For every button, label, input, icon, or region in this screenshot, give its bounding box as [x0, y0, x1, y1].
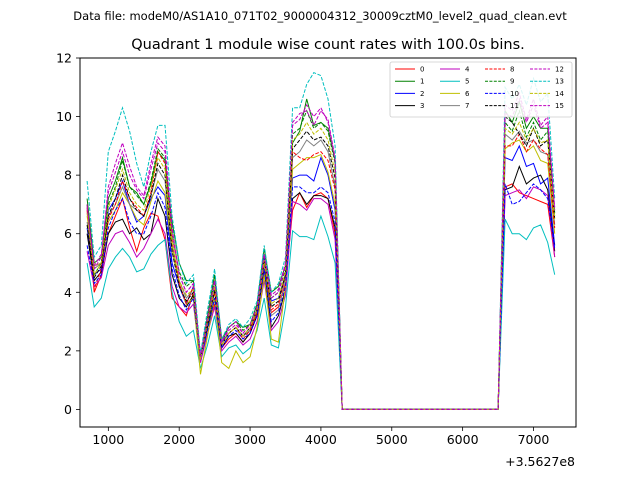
plot-area — [80, 58, 576, 427]
file-suptitle: Data file: modeM0/AS1A10_071T02_90000043… — [73, 9, 567, 23]
y-tick-label: 8 — [64, 168, 72, 183]
y-tick-label: 4 — [64, 285, 72, 300]
series-line-8 — [86, 132, 556, 410]
x-tick-label: 6000 — [447, 432, 479, 447]
x-tick-label: 4000 — [305, 432, 337, 447]
y-tick-label: 0 — [64, 402, 72, 417]
legend-label-15: 15 — [555, 102, 564, 110]
x-offset-label: +3.5627e8 — [505, 454, 575, 469]
legend-label-2: 2 — [420, 90, 424, 98]
legend-label-12: 12 — [555, 66, 564, 74]
y-tick-label: 6 — [64, 226, 72, 241]
legend-label-7: 7 — [465, 102, 469, 110]
legend-label-14: 14 — [555, 90, 564, 98]
y-tick-label: 12 — [56, 51, 72, 66]
series-line-14 — [86, 121, 556, 410]
legend-label-11: 11 — [510, 102, 519, 110]
legend-label-9: 9 — [510, 78, 514, 86]
x-axis: 1000 2000 3000 4000 5000 6000 7000 — [92, 427, 549, 447]
legend-box — [389, 61, 573, 118]
chart-title: Quadrant 1 module wise count rates with … — [131, 37, 525, 53]
legend-label-10: 10 — [510, 90, 519, 98]
series-line-11 — [86, 115, 556, 410]
legend-label-4: 4 — [465, 66, 470, 74]
x-tick-label: 2000 — [163, 432, 195, 447]
y-axis: 0 2 4 6 8 10 12 — [56, 51, 80, 417]
y-tick-label: 10 — [56, 109, 72, 124]
x-tick-label: 7000 — [518, 432, 550, 447]
legend-label-3: 3 — [420, 102, 424, 110]
legend-label-13: 13 — [555, 78, 564, 86]
plot-frame — [79, 57, 577, 428]
legend-label-1: 1 — [420, 78, 424, 86]
legend-label-8: 8 — [510, 66, 514, 74]
series-line-15 — [86, 91, 556, 410]
legend-label-5: 5 — [465, 78, 469, 86]
series-layer — [86, 71, 556, 410]
x-tick-label: 3000 — [234, 432, 266, 447]
legend-label-6: 6 — [465, 90, 470, 98]
legend-label-0: 0 — [420, 66, 424, 74]
x-tick-label: 5000 — [376, 432, 408, 447]
x-tick-label: 1000 — [92, 432, 124, 447]
y-tick-label: 2 — [64, 343, 72, 358]
